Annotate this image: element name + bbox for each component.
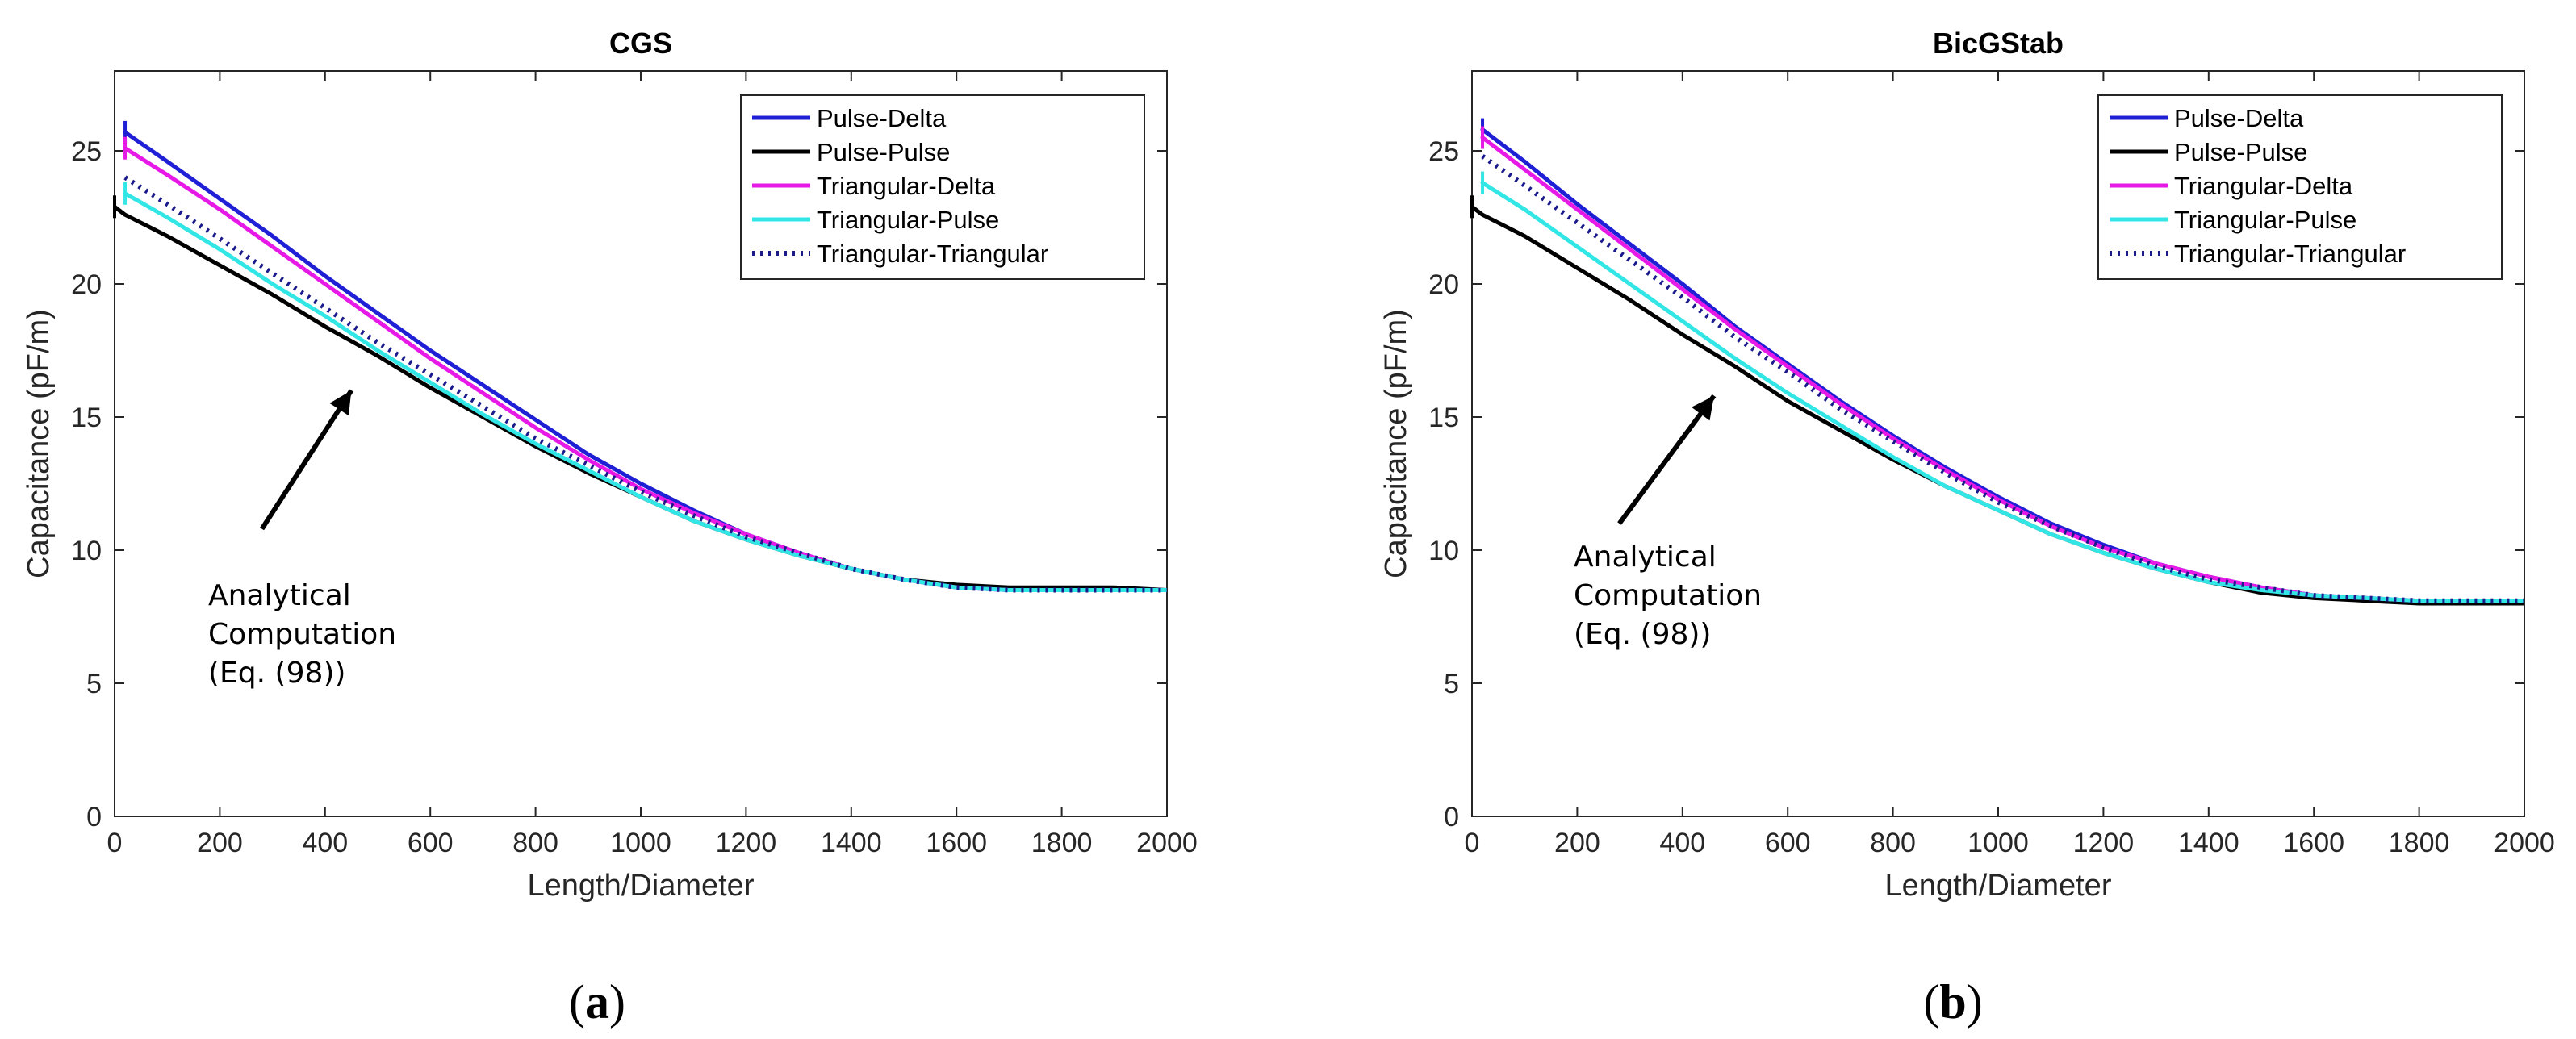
chart-panel-1: 0 200 400 600 800 1000 1200 1400 1600 1800 2000 0 5 1…	[22, 27, 1198, 1029]
y-tick-label: 20	[71, 269, 102, 300]
panel-caption: (a)	[569, 975, 625, 1029]
y-tick-label: 0	[86, 802, 102, 832]
x-tick-label: 1800	[1031, 828, 1093, 858]
x-tick-label: 800	[1870, 828, 1916, 858]
legend-label: Pulse-Pulse	[2174, 138, 2307, 166]
annotation-text: (Eq. (98))	[208, 657, 345, 690]
y-tick-label: 25	[71, 136, 102, 167]
x-axis-label: Length/Diameter	[1885, 869, 2112, 903]
x-tick-label: 0	[107, 828, 123, 858]
annotation-arrow	[1617, 394, 1717, 525]
panel-caption: (b)	[1923, 975, 1982, 1029]
x-tick-label: 400	[1659, 828, 1705, 858]
series-line-triangular-pulse	[1480, 181, 2524, 603]
x-tick-label: 1200	[716, 828, 777, 858]
annotation-text: Computation	[208, 618, 396, 651]
legend-label: Triangular-Triangular	[2174, 240, 2406, 268]
annotation-arrowhead	[1692, 395, 1714, 421]
x-tick-label: 0	[1465, 828, 1480, 858]
y-tick-label: 5	[1444, 669, 1459, 699]
x-tick-label: 200	[1554, 828, 1600, 858]
annotation-text: Computation	[1574, 579, 1762, 612]
annotation-arrow	[260, 389, 353, 531]
x-tick-label: 1400	[2178, 828, 2239, 858]
x-tick-label: 2000	[1136, 828, 1198, 858]
y-tick-label: 10	[71, 536, 102, 566]
chart-title: CGS	[609, 27, 672, 60]
x-tick-label: 400	[302, 828, 348, 858]
y-tick-label: 0	[1444, 802, 1459, 832]
x-tick-label: 1200	[2073, 828, 2135, 858]
y-axis-label: Capacitance (pF/m)	[1379, 309, 1413, 578]
annotation-text: Analytical	[208, 579, 351, 612]
x-tick-label: 1800	[2389, 828, 2450, 858]
chart-panel-2: 0 200 400 600 800 1000 1200 1400 1600 1800 2000 0 5 1…	[1379, 27, 2555, 1029]
legend-label: Triangular-Pulse	[817, 206, 999, 234]
chart-title: BicGStab	[1933, 27, 2064, 60]
x-tick-label: 2000	[2494, 828, 2555, 858]
annotation-text: Analytical	[1574, 540, 1717, 574]
x-axis-label: Length/Diameter	[528, 869, 755, 903]
x-tick-label: 200	[197, 828, 243, 858]
y-tick-label: 20	[1428, 269, 1459, 300]
x-tick-label: 1000	[610, 828, 671, 858]
y-tick-label: 5	[86, 669, 102, 699]
series-line-triangular-triangular	[1481, 154, 2524, 603]
x-tick-label: 600	[1765, 828, 1811, 858]
legend-label: Pulse-Delta	[817, 104, 947, 132]
y-axis-label: Capacitance (pF/m)	[22, 309, 56, 578]
legend-label: Triangular-Delta	[2174, 172, 2353, 200]
x-tick-label: 1000	[1968, 828, 2029, 858]
annotation-arrowhead	[329, 390, 352, 416]
legend-label: Pulse-Delta	[2174, 104, 2304, 132]
y-tick-label: 25	[1428, 136, 1459, 167]
x-tick-label: 1400	[821, 828, 882, 858]
y-tick-label: 15	[71, 403, 102, 433]
x-tick-label: 1600	[926, 828, 987, 858]
legend-label: Triangular-Pulse	[2174, 206, 2356, 234]
x-tick-label: 800	[512, 828, 558, 858]
series-line-triangular-pulse	[123, 191, 1167, 592]
y-tick-label: 10	[1428, 536, 1459, 566]
legend-label: Pulse-Pulse	[817, 138, 950, 166]
x-tick-label: 600	[408, 828, 454, 858]
legend: Pulse-Delta Pulse-Pulse Triangular-Delta Tr…	[740, 94, 1145, 280]
legend: Pulse-Delta Pulse-Pulse Triangular-Delta Tr…	[2097, 94, 2503, 280]
legend-label: Triangular-Triangular	[817, 240, 1048, 268]
annotation-text: (Eq. (98))	[1574, 618, 1711, 651]
x-tick-label: 1600	[2283, 828, 2344, 858]
legend-label: Triangular-Delta	[817, 172, 996, 200]
y-tick-label: 15	[1428, 403, 1459, 433]
